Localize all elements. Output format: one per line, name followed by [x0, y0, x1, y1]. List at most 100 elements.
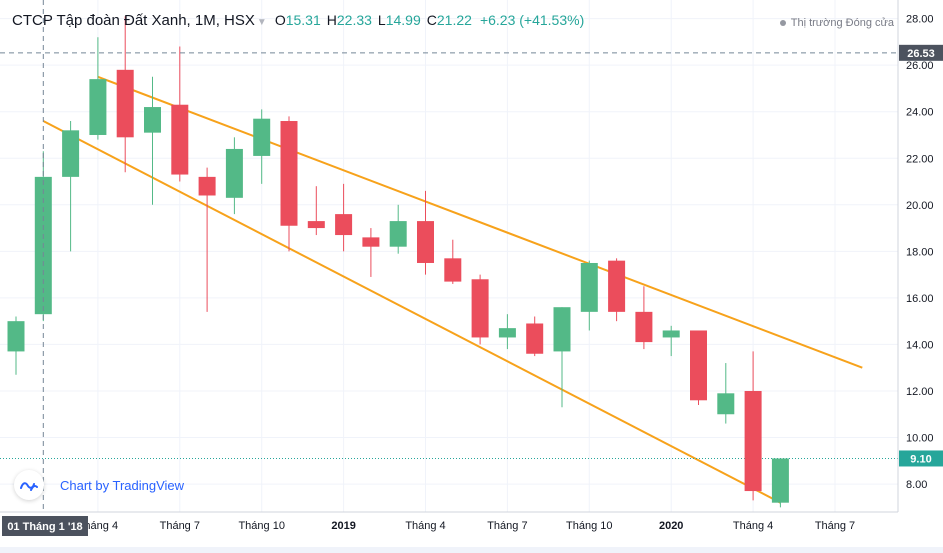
candle-body [717, 393, 735, 415]
candle-body [608, 260, 626, 312]
candle[interactable] [526, 316, 544, 357]
tradingview-logo-icon[interactable] [14, 470, 44, 500]
candle[interactable] [62, 121, 80, 252]
time-tick-label: Tháng 10 [566, 520, 612, 532]
candle[interactable] [417, 190, 434, 275]
candle-body [171, 104, 189, 175]
candle[interactable] [362, 228, 380, 277]
candle-body [116, 69, 134, 138]
symbol-legend: CTCP Tập đoàn Đất Xanh, 1M, HSX ▼ O15.31 H2… [12, 12, 584, 29]
tradingview-badge[interactable]: Chart by TradingView [14, 470, 184, 500]
ohlc-close-value: 21.22 [436, 12, 472, 28]
tradingview-link[interactable]: Chart by TradingView [60, 477, 185, 493]
time-tick-label: 2020 [659, 520, 683, 532]
candle[interactable] [171, 46, 189, 182]
candle[interactable] [635, 286, 653, 350]
bottom-divider [0, 547, 943, 553]
candle[interactable] [307, 186, 325, 236]
candle-body [144, 107, 161, 133]
time-tick-label: 2019 [331, 520, 355, 532]
candle-body [198, 176, 216, 196]
price-tick-label: 20.00 [906, 200, 934, 212]
candle-body [498, 328, 516, 338]
candle[interactable] [580, 260, 598, 331]
ohlc-low-value: 14.99 [385, 12, 421, 28]
candle-body [89, 79, 107, 135]
market-status-label: Thị trường Đóng cửa [790, 17, 894, 29]
crosshair-time-label: 01 Tháng 1 '18 [7, 521, 82, 533]
price-tick-label: 26.00 [906, 60, 934, 72]
candle[interactable] [225, 137, 243, 215]
candle-body [307, 221, 325, 229]
candle[interactable] [7, 316, 25, 375]
candle-body [417, 221, 434, 263]
candle-body [7, 321, 25, 352]
candle-body [662, 330, 680, 338]
price-tick-label: 18.00 [906, 246, 934, 258]
candle-body [553, 307, 571, 352]
candle-body [471, 279, 489, 338]
time-tick-label: Tháng 10 [238, 520, 284, 532]
chevron-down-icon[interactable]: ▼ [256, 17, 267, 28]
candle-body [526, 323, 544, 354]
price-tick-label: 16.00 [906, 293, 934, 305]
last-price-label: 9.10 [910, 453, 931, 465]
candle-body [444, 258, 462, 282]
candle[interactable] [280, 116, 298, 252]
candle-body [280, 121, 298, 226]
candle[interactable] [335, 183, 353, 252]
candle[interactable] [116, 16, 134, 173]
candle-body [771, 458, 789, 503]
candle[interactable] [471, 274, 489, 345]
status-dot-icon [779, 20, 786, 27]
time-tick-label: Tháng 4 [405, 520, 445, 532]
candle[interactable] [771, 458, 789, 508]
market-status: Thị trường Đóng cửa [779, 17, 894, 29]
candle[interactable] [717, 363, 735, 424]
price-tick-label: 22.00 [906, 153, 934, 165]
ohlc-low-label: L [377, 12, 386, 28]
price-tick-label: 28.00 [906, 14, 934, 26]
ohlc-change-value: +6.23 (+41.53%) [479, 12, 585, 28]
crosshair-price-label: 26.53 [907, 48, 935, 60]
candle-body [690, 330, 707, 401]
price-tick-label: 14.00 [906, 339, 934, 351]
candle[interactable] [444, 239, 462, 284]
symbol-title[interactable]: CTCP Tập đoàn Đất Xanh, 1M, HSX [12, 12, 255, 29]
candle-body [389, 221, 407, 247]
crosshair-time-badge [2, 516, 88, 536]
candle[interactable] [389, 204, 407, 254]
candle-body [635, 311, 653, 343]
price-tick-label: 12.00 [906, 386, 934, 398]
candle-body [62, 130, 80, 177]
time-tick-label: Tháng 7 [815, 520, 855, 532]
trendline-upper-channel[interactable] [97, 75, 863, 369]
candle[interactable] [198, 167, 216, 312]
candle[interactable] [144, 76, 161, 205]
candle-body [580, 262, 598, 312]
candle-body [744, 390, 762, 492]
candle-body [253, 118, 271, 156]
ohlc-high-label: H [326, 12, 337, 28]
candle[interactable] [608, 258, 626, 322]
price-tick-label: 24.00 [906, 107, 934, 119]
crosshair-price-badge [899, 44, 943, 61]
candle[interactable] [690, 330, 707, 405]
trendline-lower-channel[interactable] [42, 120, 781, 504]
candle[interactable] [498, 314, 516, 350]
candle-body [335, 214, 353, 236]
ohlc-open-label: O [274, 12, 286, 28]
ohlc-open-value: 15.31 [285, 12, 321, 28]
last-price-badge [899, 450, 943, 467]
ohlc-close-label: C [426, 12, 437, 28]
candle[interactable] [253, 109, 271, 184]
candle[interactable] [89, 37, 107, 140]
price-tick-label: 10.00 [906, 433, 934, 445]
candle[interactable] [662, 325, 680, 357]
ohlc-high-value: 22.33 [336, 12, 372, 28]
time-tick-label: Tháng 7 [487, 520, 527, 532]
candle[interactable] [744, 351, 762, 501]
candle[interactable] [553, 307, 571, 408]
